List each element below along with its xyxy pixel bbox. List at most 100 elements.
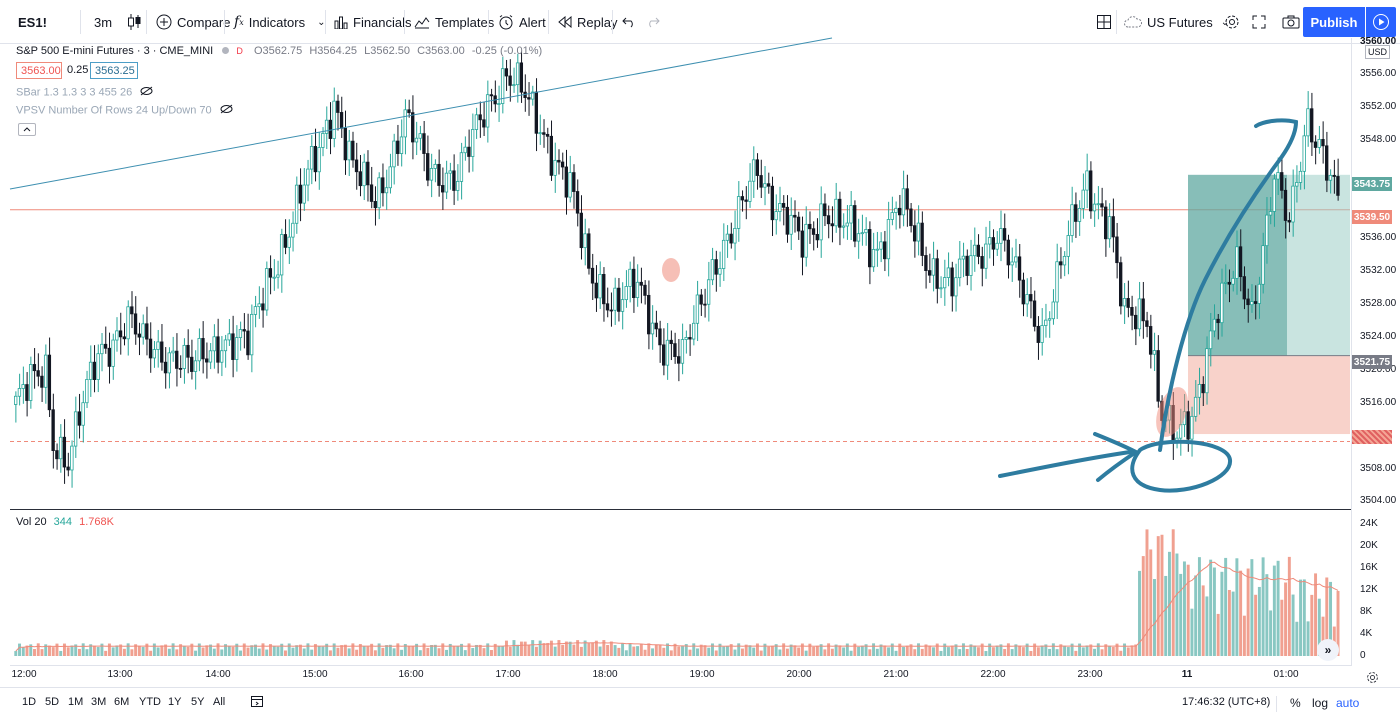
candle-up [332, 100, 336, 139]
volume-bar [969, 644, 973, 656]
templates-button[interactable]: Templates [408, 8, 500, 36]
buy-button[interactable]: 3563.25 [90, 62, 138, 79]
publish-button[interactable]: Publish [1303, 7, 1365, 37]
candle-down [62, 436, 67, 468]
eye-hidden-icon[interactable] [220, 104, 233, 117]
volume-bar [531, 640, 535, 656]
gear-icon [1367, 672, 1378, 683]
volume-legend[interactable]: Vol 20 344 1.768K [16, 516, 114, 528]
goto-date-button[interactable] [250, 694, 264, 711]
candle-up [1062, 255, 1067, 266]
volume-bar [1134, 644, 1138, 656]
templates-icon [414, 15, 430, 29]
candle-down [1201, 384, 1205, 394]
volume-bar [70, 645, 74, 656]
candle-down [201, 338, 205, 360]
volume-bar [134, 644, 138, 656]
range-button-6m[interactable]: 6M [114, 696, 130, 708]
settings-button[interactable] [1218, 8, 1246, 36]
range-button-ytd[interactable]: YTD [139, 696, 161, 708]
candle-down [800, 230, 804, 258]
candle-up [272, 276, 276, 279]
cloud-icon [1124, 16, 1142, 28]
chart-settings-button[interactable] [1366, 671, 1379, 689]
pane-separator[interactable] [10, 509, 1352, 510]
volume-bar [932, 647, 935, 656]
clock[interactable]: 17:46:32 (UTC+8) [1182, 696, 1271, 708]
log-toggle[interactable]: log [1312, 696, 1329, 710]
volume-bar [55, 643, 59, 656]
financials-button[interactable]: Financials [328, 8, 418, 36]
candle-down [422, 133, 426, 154]
compare-button[interactable]: Compare [150, 8, 236, 36]
chart-type-button[interactable] [120, 8, 148, 36]
volume-bar [789, 644, 793, 656]
volume-bar [508, 646, 512, 656]
volume-value: 344 [53, 516, 73, 528]
layout-grid-button[interactable] [1090, 8, 1118, 36]
divider [612, 10, 613, 34]
range-button-3m[interactable]: 3M [91, 696, 107, 708]
candle-up [1051, 301, 1055, 320]
volume-label: Vol 20 [16, 516, 47, 528]
volume-bar [370, 643, 374, 656]
range-button-1y[interactable]: 1Y [168, 696, 182, 708]
replay-button[interactable]: Replay [552, 8, 623, 36]
candle-up [957, 258, 962, 279]
snapshot-button[interactable] [1276, 8, 1306, 36]
symbol-legend[interactable]: S&P 500 E-mini Futures · 3 · CME_MINI D … [16, 45, 542, 57]
volume-bar [313, 644, 317, 656]
volume-bar [377, 643, 381, 656]
volume-bar [703, 645, 707, 656]
range-button-5y[interactable]: 5Y [191, 696, 205, 708]
scroll-to-realtime-button[interactable]: » [1317, 639, 1339, 661]
candle-down [662, 344, 666, 366]
undo-button[interactable] [616, 8, 642, 36]
price-axis[interactable] [1351, 38, 1352, 666]
candle-down [950, 267, 954, 297]
range-button-1d[interactable]: 1D [22, 696, 37, 708]
candle-down [190, 356, 194, 372]
layout-selector[interactable]: US Futures ⌄ [1118, 8, 1235, 36]
volume-bar [1025, 643, 1029, 656]
candle-up [418, 133, 422, 139]
volume-bar [1014, 644, 1018, 656]
indicator-legend-vpsv[interactable]: VPSV Number Of Rows 24 Up/Down 70 [16, 104, 233, 117]
collapse-legend-button[interactable] [18, 123, 36, 136]
redo-button[interactable] [640, 8, 666, 36]
publish-menu-button[interactable] [1366, 7, 1396, 37]
candle-down [1148, 326, 1153, 355]
candle-down [411, 112, 415, 143]
volume-bar [130, 649, 134, 656]
volume-bar [808, 643, 812, 656]
volume-bar [950, 645, 954, 656]
volume-bar [152, 643, 156, 656]
interval-selector[interactable]: 3m [88, 8, 118, 36]
range-button-1m[interactable]: 1M [68, 696, 84, 708]
volume-bar [512, 640, 516, 656]
volume-bar [883, 645, 887, 656]
candle-down [647, 294, 651, 335]
sell-button[interactable]: 3563.00 [16, 62, 62, 79]
fullscreen-button[interactable] [1246, 8, 1272, 36]
currency-label[interactable]: USD [1365, 45, 1391, 59]
alert-button[interactable]: Alert [492, 8, 552, 36]
eye-hidden-icon[interactable] [140, 86, 153, 99]
candle-up [253, 306, 258, 315]
candle-up [384, 187, 389, 194]
indicator-legend-sbar[interactable]: SBar 1.3 1.3 3 3 455 26 [16, 86, 153, 99]
auto-toggle[interactable]: auto [1336, 696, 1360, 710]
volume-bar [396, 643, 400, 656]
symbol-search[interactable]: ES1! [12, 8, 53, 36]
volume-bar [422, 643, 426, 656]
volume-bar [1074, 650, 1078, 656]
range-button-all[interactable]: All [213, 696, 226, 708]
volume-bar [1269, 610, 1273, 656]
volume-bar [965, 648, 969, 656]
percent-toggle[interactable]: % [1290, 696, 1301, 710]
candle-up [500, 68, 505, 104]
range-button-5d[interactable]: 5D [45, 696, 60, 708]
volume-bar [737, 643, 741, 656]
